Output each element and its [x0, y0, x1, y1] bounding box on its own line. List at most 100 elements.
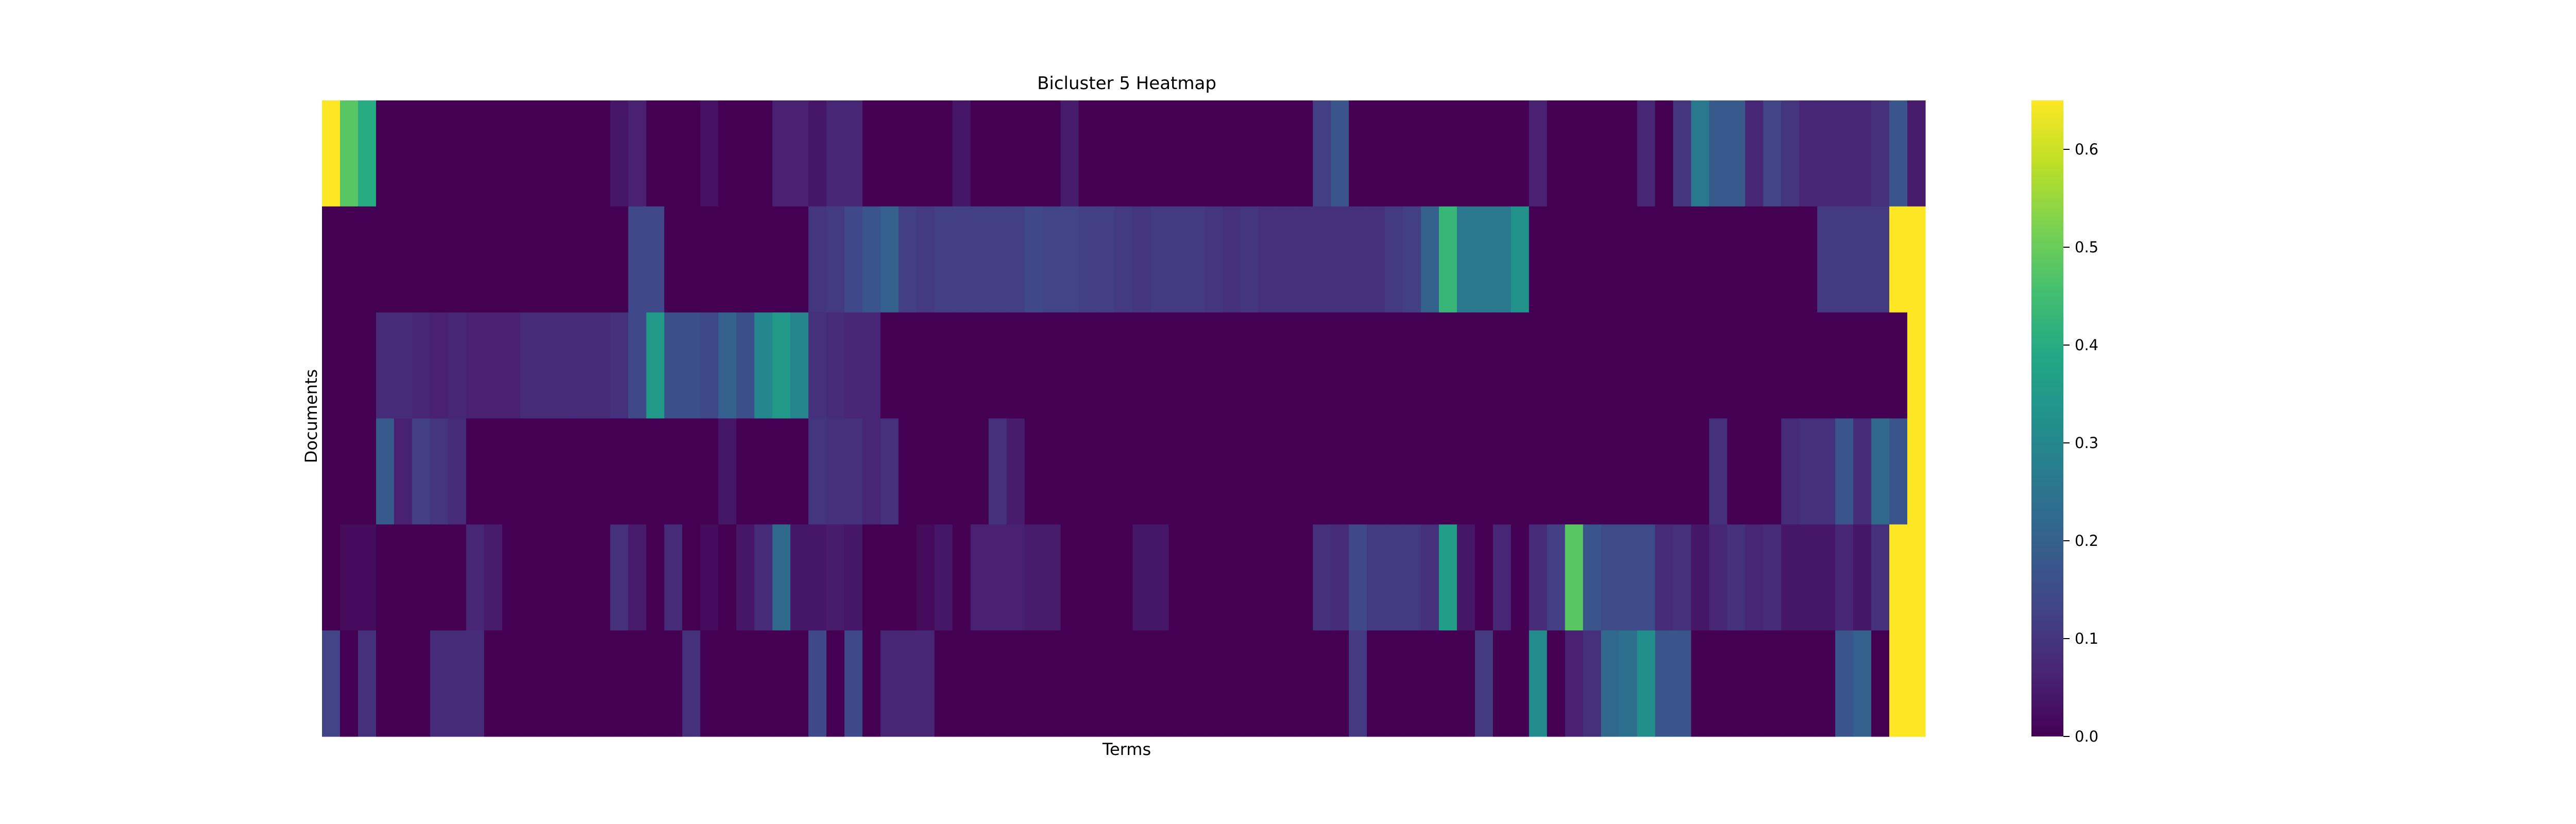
heatmap-cell [898, 418, 917, 525]
heatmap-cell [1493, 312, 1512, 419]
heatmap-cell [1871, 312, 1890, 419]
heatmap-cell [502, 418, 521, 525]
heatmap-cell [646, 206, 665, 313]
heatmap-cell [1637, 418, 1656, 525]
heatmap-cell [772, 418, 791, 525]
heatmap-cell [898, 206, 917, 313]
heatmap-cell [808, 630, 827, 737]
heatmap-cell [1259, 524, 1277, 631]
heatmap-cell [538, 100, 557, 207]
heatmap-cell [1781, 418, 1800, 525]
colorbar-tick-label: 0.0 [2075, 728, 2098, 745]
heatmap-cell [700, 206, 719, 313]
heatmap-cell [1223, 312, 1241, 419]
heatmap-cell [430, 206, 449, 313]
heatmap-cell [790, 524, 809, 631]
heatmap-cell [1060, 100, 1079, 207]
heatmap-cell [1349, 418, 1367, 525]
heatmap-cell [1709, 418, 1727, 525]
heatmap-cell [1547, 524, 1566, 631]
heatmap-cell [988, 630, 1007, 737]
heatmap-cell [1060, 418, 1079, 525]
heatmap-cell [988, 524, 1007, 631]
heatmap-cell [1150, 524, 1170, 631]
heatmap-cell [1691, 100, 1710, 207]
heatmap-cell [538, 206, 557, 313]
heatmap-cell [1835, 312, 1854, 419]
heatmap-cell [592, 524, 611, 631]
heatmap-cell [1907, 206, 1926, 313]
heatmap-cell [1078, 206, 1097, 313]
heatmap-cell [1060, 206, 1079, 313]
heatmap-cell [1114, 100, 1133, 207]
heatmap-cell [1529, 100, 1548, 207]
heatmap-cell [538, 312, 557, 419]
heatmap-cell [1619, 100, 1638, 207]
heatmap-cell [430, 100, 449, 207]
heatmap-cell [1349, 100, 1367, 207]
heatmap-cell [1817, 100, 1836, 207]
heatmap-cell [1168, 630, 1187, 737]
heatmap-cell [628, 524, 647, 631]
heatmap-cell [358, 100, 377, 207]
heatmap-cell [574, 524, 593, 631]
heatmap-cell [1223, 100, 1241, 207]
heatmap-cell [1727, 630, 1745, 737]
heatmap-cell [1691, 206, 1710, 313]
heatmap-cell [1456, 524, 1476, 631]
heatmap-cell [610, 312, 629, 419]
heatmap-cell [322, 524, 341, 631]
heatmap-cell [322, 312, 341, 419]
heatmap-cell [1438, 630, 1458, 737]
heatmap-cell [1456, 630, 1476, 737]
heatmap-cell [502, 100, 521, 207]
heatmap-cell [664, 312, 683, 419]
heatmap-cell [430, 524, 449, 631]
heatmap-cell [970, 630, 989, 737]
heatmap-cell [1565, 206, 1584, 313]
heatmap-cell [484, 630, 503, 737]
heatmap-cell [1096, 206, 1115, 313]
heatmap-cell [1060, 630, 1079, 737]
heatmap-cell [1601, 524, 1620, 631]
heatmap-cell [1367, 524, 1385, 631]
heatmap-cell [556, 524, 575, 631]
heatmap-cell [1565, 630, 1584, 737]
heatmap-cell [862, 524, 881, 631]
heatmap-cell [1367, 630, 1385, 737]
heatmap-cell [1493, 206, 1512, 313]
heatmap-cell [520, 206, 539, 313]
heatmap-cell [1511, 206, 1530, 313]
heatmap-cell [466, 524, 485, 631]
heatmap-cell [1078, 524, 1097, 631]
heatmap-cell [790, 312, 809, 419]
heatmap-cell [1205, 524, 1223, 631]
heatmap-cell [1601, 418, 1620, 525]
heatmap-cell [610, 418, 629, 525]
heatmap-cell [1420, 312, 1439, 419]
heatmap-cell [1781, 312, 1800, 419]
heatmap-cell [1295, 418, 1313, 525]
heatmap-cell [1511, 630, 1530, 737]
heatmap-cell [340, 524, 359, 631]
heatmap-cell [1331, 312, 1349, 419]
heatmap-cell [1637, 100, 1656, 207]
heatmap-cell [1096, 100, 1115, 207]
heatmap-cell [1313, 206, 1331, 313]
heatmap-cell [880, 418, 899, 525]
heatmap-cell [1565, 100, 1584, 207]
heatmap-cell [556, 630, 575, 737]
heatmap-cell [826, 100, 845, 207]
colorbar-tick-label: 0.6 [2075, 141, 2098, 158]
heatmap-cell [1456, 100, 1476, 207]
heatmap-cell [340, 630, 359, 737]
heatmap-cell [1763, 418, 1782, 525]
heatmap-cell [1727, 312, 1745, 419]
heatmap-cell [1367, 206, 1385, 313]
heatmap-cell [808, 312, 827, 419]
heatmap-cell [1114, 524, 1133, 631]
heatmap-cell [322, 206, 341, 313]
heatmap-cell [412, 100, 431, 207]
heatmap-cell [1871, 418, 1890, 525]
